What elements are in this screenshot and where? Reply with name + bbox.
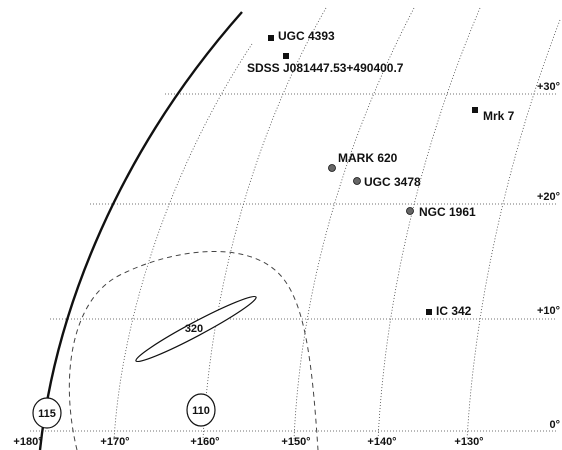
circle-marker-icon	[328, 164, 336, 172]
object-ic-342[interactable]: IC 342	[426, 304, 472, 318]
circle-marker-icon	[353, 177, 361, 185]
object-ugc-4393[interactable]: UGC 4393	[268, 29, 335, 43]
region-115: 115	[32, 397, 62, 429]
square-marker-icon	[268, 35, 274, 41]
latitude-grid	[30, 93, 556, 432]
longitude-label-160: +160°	[190, 436, 219, 448]
longitude-label-180: +180°	[13, 436, 42, 448]
object-label: IC 342	[436, 304, 472, 318]
latitude-label-10: +10°	[537, 305, 560, 317]
longitude-label-140: +140°	[367, 436, 396, 448]
region-110-circle	[186, 393, 216, 427]
object-label: Mrk 7	[483, 109, 515, 123]
latitude-label-20: +20°	[537, 191, 560, 203]
square-marker-icon	[283, 53, 289, 59]
object-sdss-j081447[interactable]: SDSS J081447.53+490400.7	[247, 53, 404, 75]
region-115-label: 115	[38, 408, 56, 420]
region-320-ellipse	[135, 295, 257, 363]
longitude-label-170: +170°	[100, 436, 129, 448]
latitude-label-0: 0°	[549, 419, 560, 431]
object-label: SDSS J081447.53+490400.7	[247, 61, 404, 75]
region-110: 110	[186, 393, 216, 427]
longitude-line-150	[293, 7, 415, 441]
object-label: MARK 620	[338, 151, 398, 165]
longitude-labels: +180° +170° +160° +150° +140° +130°	[13, 436, 483, 448]
longitude-line-130	[466, 19, 561, 441]
region-320-label: 320	[185, 323, 203, 335]
square-marker-icon	[472, 107, 478, 113]
object-label: UGC 3478	[364, 175, 421, 189]
latitude-label-30: +30°	[537, 81, 560, 93]
region-320: 320	[135, 295, 257, 363]
longitude-line-140	[377, 7, 481, 441]
object-label: UGC 4393	[278, 29, 335, 43]
object-mark-620[interactable]: MARK 620	[328, 151, 398, 172]
region-dashed-outline	[68, 251, 319, 450]
object-ugc-3478[interactable]: UGC 3478	[353, 175, 422, 189]
circle-marker-icon	[406, 207, 414, 215]
region-115-circle	[32, 397, 62, 429]
square-marker-icon	[426, 309, 432, 315]
object-label: NGC 1961	[419, 205, 476, 219]
object-mrk-7[interactable]: Mrk 7	[472, 107, 515, 123]
longitude-label-130: +130°	[454, 436, 483, 448]
longitude-grid	[113, 7, 561, 441]
object-ngc-1961[interactable]: NGC 1961	[406, 205, 477, 219]
longitude-label-150: +150°	[281, 436, 310, 448]
latitude-labels: +30° +20° +10° 0°	[537, 81, 560, 431]
horizon-arc	[38, 11, 243, 450]
region-110-label: 110	[192, 405, 210, 417]
longitude-line-170	[113, 43, 253, 441]
